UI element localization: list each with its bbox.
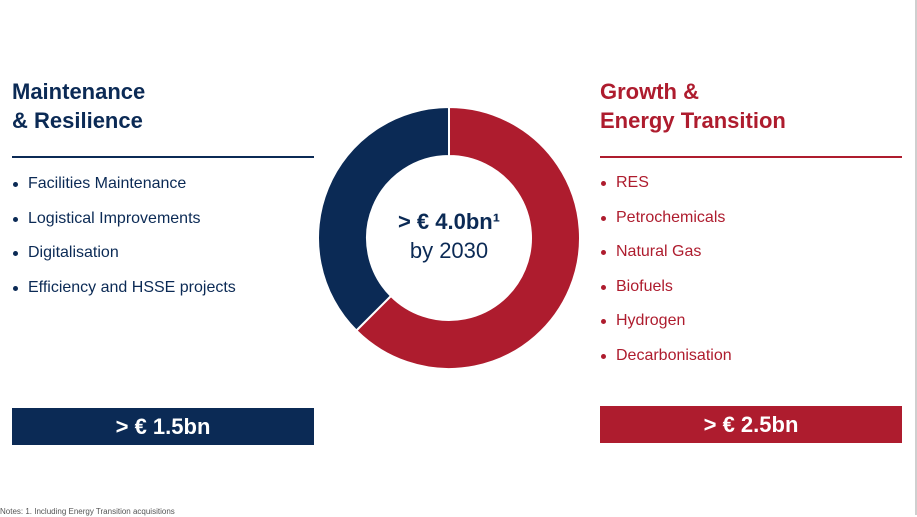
bullet-text: Natural Gas — [616, 243, 702, 260]
bullet-text: Digitalisation — [28, 244, 119, 261]
growth-title-line1: Growth & — [600, 79, 699, 104]
total-amount: > € 4.0bn¹ — [397, 209, 501, 234]
bullet-text: Facilities Maintenance — [28, 175, 187, 192]
bullet-dot-icon — [13, 285, 18, 291]
bullet-dot-icon — [601, 181, 606, 186]
growth-amount-box: > € 2.5bn — [600, 406, 902, 443]
bullet-dot-icon — [601, 319, 606, 324]
donut-slice-growth — [354, 107, 580, 369]
growth-title: Growth & Energy Transition — [600, 77, 786, 135]
growth-bullet: Natural Gas — [600, 243, 732, 278]
growth-bullet: Hydrogen — [600, 312, 732, 347]
bullet-dot-icon — [13, 251, 18, 256]
maintenance-bullet: Logistical Improvements — [12, 210, 236, 245]
maintenance-bullet: Facilities Maintenance — [12, 175, 236, 210]
donut-slice-maintenance — [318, 107, 450, 333]
bullet-dot-icon — [13, 182, 18, 187]
maintenance-title-line2: & Resilience — [12, 108, 143, 133]
bullet-dot-icon — [13, 216, 18, 222]
bullet-dot-icon — [601, 284, 606, 290]
growth-bullet: Biofuels — [600, 278, 732, 313]
bullet-text: Petrochemicals — [616, 208, 726, 226]
growth-bullet: Petrochemicals — [600, 209, 732, 244]
maintenance-bullet-list: Facilities Maintenance Logistical Improv… — [12, 175, 236, 313]
bullet-text: Biofuels — [616, 277, 673, 295]
bullet-text: Logistical Improvements — [28, 209, 201, 227]
investment-donut-chart — [318, 107, 580, 369]
maintenance-bullet: Digitalisation — [12, 244, 236, 279]
maintenance-title-line1: Maintenance — [12, 79, 146, 104]
bullet-dot-icon — [601, 250, 606, 255]
bullet-text: Efficiency and HSSE projects — [28, 278, 236, 296]
bullet-text: Hydrogen — [616, 312, 686, 329]
donut-center-label: > € 4.0bn¹ by 2030 — [369, 208, 529, 266]
maintenance-divider — [12, 156, 314, 158]
maintenance-amount-box: > € 1.5bn — [12, 408, 314, 445]
bullet-text: RES — [616, 174, 649, 191]
slide-right-border — [915, 0, 917, 515]
bullet-text: Decarbonisation — [616, 346, 732, 364]
growth-bullet: Decarbonisation — [600, 347, 732, 382]
bullet-dot-icon — [601, 353, 606, 359]
total-year: by 2030 — [409, 238, 489, 263]
maintenance-title: Maintenance & Resilience — [12, 77, 145, 135]
growth-divider — [600, 156, 902, 158]
footnote: Notes: 1. Including Energy Transition ac… — [0, 507, 175, 516]
bullet-dot-icon — [601, 215, 606, 221]
growth-bullet-list: RES Petrochemicals Natural Gas Biofuels … — [600, 174, 732, 381]
growth-bullet: RES — [600, 174, 732, 209]
maintenance-bullet: Efficiency and HSSE projects — [12, 279, 236, 314]
growth-title-line2: Energy Transition — [600, 108, 786, 133]
